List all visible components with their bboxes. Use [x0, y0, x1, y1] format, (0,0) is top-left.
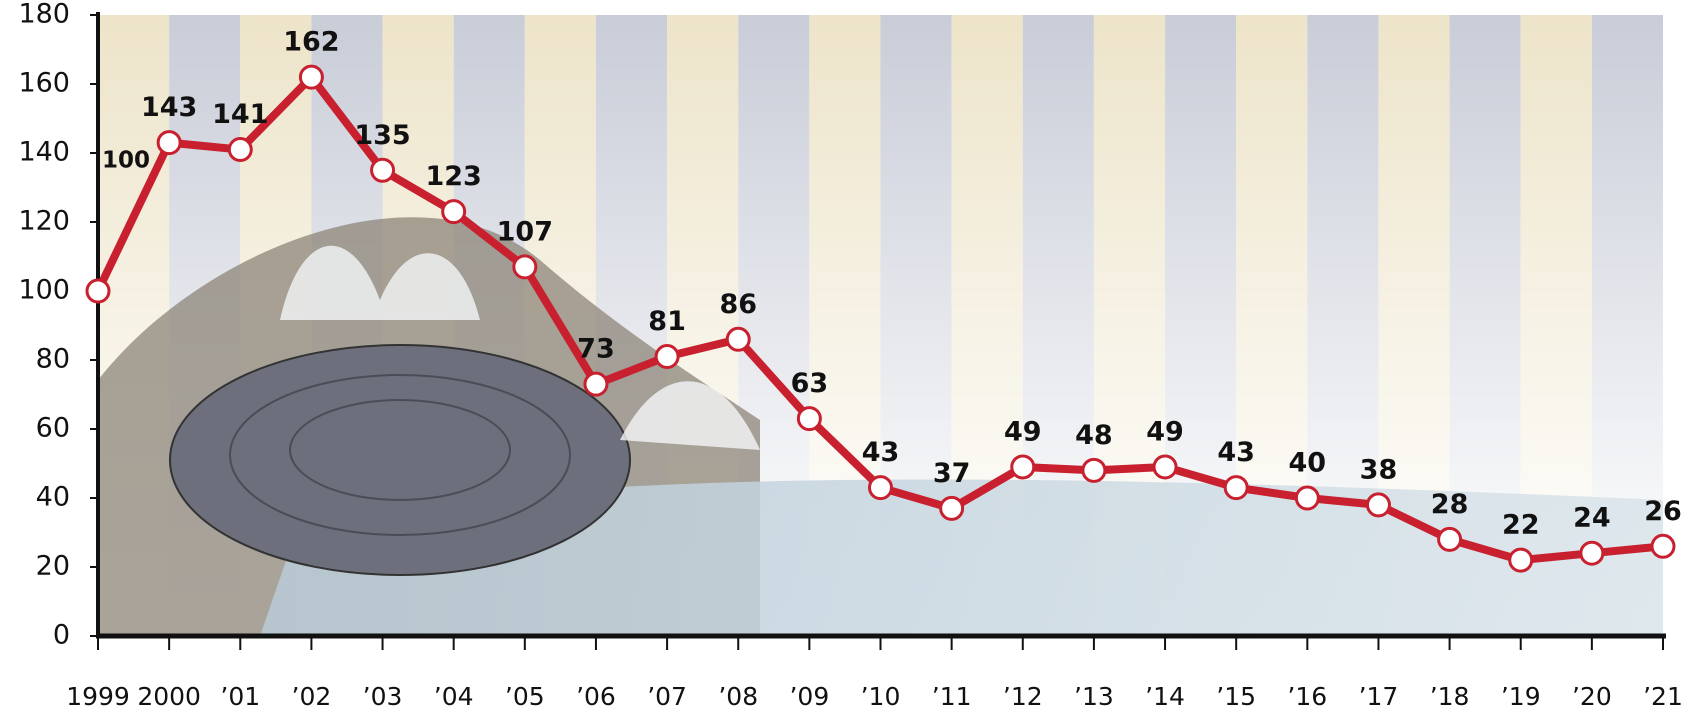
data-point — [725, 326, 751, 352]
data-point — [227, 137, 253, 163]
value-label: 49 — [1004, 416, 1042, 447]
x-tick-label: ’08 — [718, 682, 758, 711]
data-point — [1294, 485, 1320, 511]
value-label: 123 — [425, 161, 481, 192]
y-tick-label: 180 — [18, 0, 70, 30]
data-point — [1152, 454, 1178, 480]
x-tick-label: ’02 — [292, 682, 332, 711]
value-label: 38 — [1360, 454, 1398, 485]
value-label: 49 — [1146, 416, 1184, 447]
value-label: 143 — [141, 92, 197, 123]
x-tick-label: ’12 — [1003, 682, 1043, 711]
data-point — [939, 495, 965, 521]
data-point — [868, 475, 893, 501]
value-label: 86 — [719, 289, 757, 320]
x-tick-label: ’10 — [861, 682, 901, 711]
value-label: 26 — [1644, 496, 1682, 527]
data-point — [1081, 457, 1107, 483]
data-point — [1223, 475, 1249, 501]
x-tick-label: ’11 — [932, 682, 972, 711]
data-point — [1650, 533, 1676, 559]
value-label: 81 — [648, 306, 686, 337]
data-point — [1365, 492, 1391, 518]
x-tick-label: ’19 — [1501, 682, 1541, 711]
value-label: 22 — [1502, 510, 1540, 541]
x-tick-label: ’01 — [220, 682, 260, 711]
data-point — [654, 344, 680, 370]
x-tick-label: ’05 — [505, 682, 545, 711]
value-label: 28 — [1431, 489, 1469, 520]
data-point — [1010, 454, 1036, 480]
x-tick-label: ’09 — [789, 682, 829, 711]
data-point — [796, 406, 822, 432]
value-label: 63 — [791, 368, 829, 399]
x-tick-label: ’07 — [647, 682, 687, 711]
value-label: 100 — [102, 148, 150, 174]
data-point — [1437, 526, 1463, 552]
data-point — [441, 199, 467, 225]
y-tick-label: 20 — [36, 551, 70, 582]
data-point — [1508, 547, 1534, 573]
x-tick-label: ’21 — [1643, 682, 1683, 711]
value-label: 135 — [354, 120, 410, 151]
value-label: 48 — [1075, 420, 1113, 451]
value-label: 40 — [1289, 448, 1327, 479]
y-tick-label: 160 — [18, 68, 70, 99]
y-tick-label: 80 — [36, 344, 70, 375]
x-tick-label: ’06 — [576, 682, 616, 711]
data-point — [298, 64, 324, 90]
x-tick-label: ’16 — [1287, 682, 1327, 711]
y-tick-label: 140 — [18, 137, 70, 168]
x-tick-label: ’20 — [1572, 682, 1612, 711]
value-label: 141 — [212, 99, 268, 130]
x-tick-label: ’18 — [1430, 682, 1470, 711]
data-point — [512, 254, 538, 280]
x-tick-label: ’03 — [363, 682, 403, 711]
data-point — [85, 278, 111, 304]
x-tick-label: ’15 — [1216, 682, 1256, 711]
y-tick-label: 40 — [36, 482, 70, 513]
value-label: 73 — [577, 334, 615, 365]
x-tick-label: 2000 — [137, 682, 201, 711]
y-tick-label: 120 — [18, 206, 70, 237]
data-point — [370, 157, 396, 183]
x-tick-label: ’04 — [434, 682, 474, 711]
data-point — [1579, 540, 1605, 566]
value-label: 107 — [497, 216, 553, 247]
value-label: 43 — [1217, 437, 1255, 468]
value-label: 24 — [1573, 503, 1611, 534]
illustration — [98, 217, 1663, 636]
data-point — [583, 371, 609, 397]
y-tick-label: 0 — [53, 620, 70, 651]
y-tick-label: 100 — [18, 275, 70, 306]
value-label: 37 — [933, 458, 971, 489]
value-label: 162 — [283, 27, 339, 58]
data-point — [156, 130, 182, 156]
value-label: 43 — [862, 437, 900, 468]
x-tick-label: ’14 — [1145, 682, 1185, 711]
x-tick-label: ’17 — [1359, 682, 1399, 711]
x-tick-label: 1999 — [66, 682, 130, 711]
x-tick-label: ’13 — [1074, 682, 1114, 711]
y-tick-label: 60 — [36, 413, 70, 444]
